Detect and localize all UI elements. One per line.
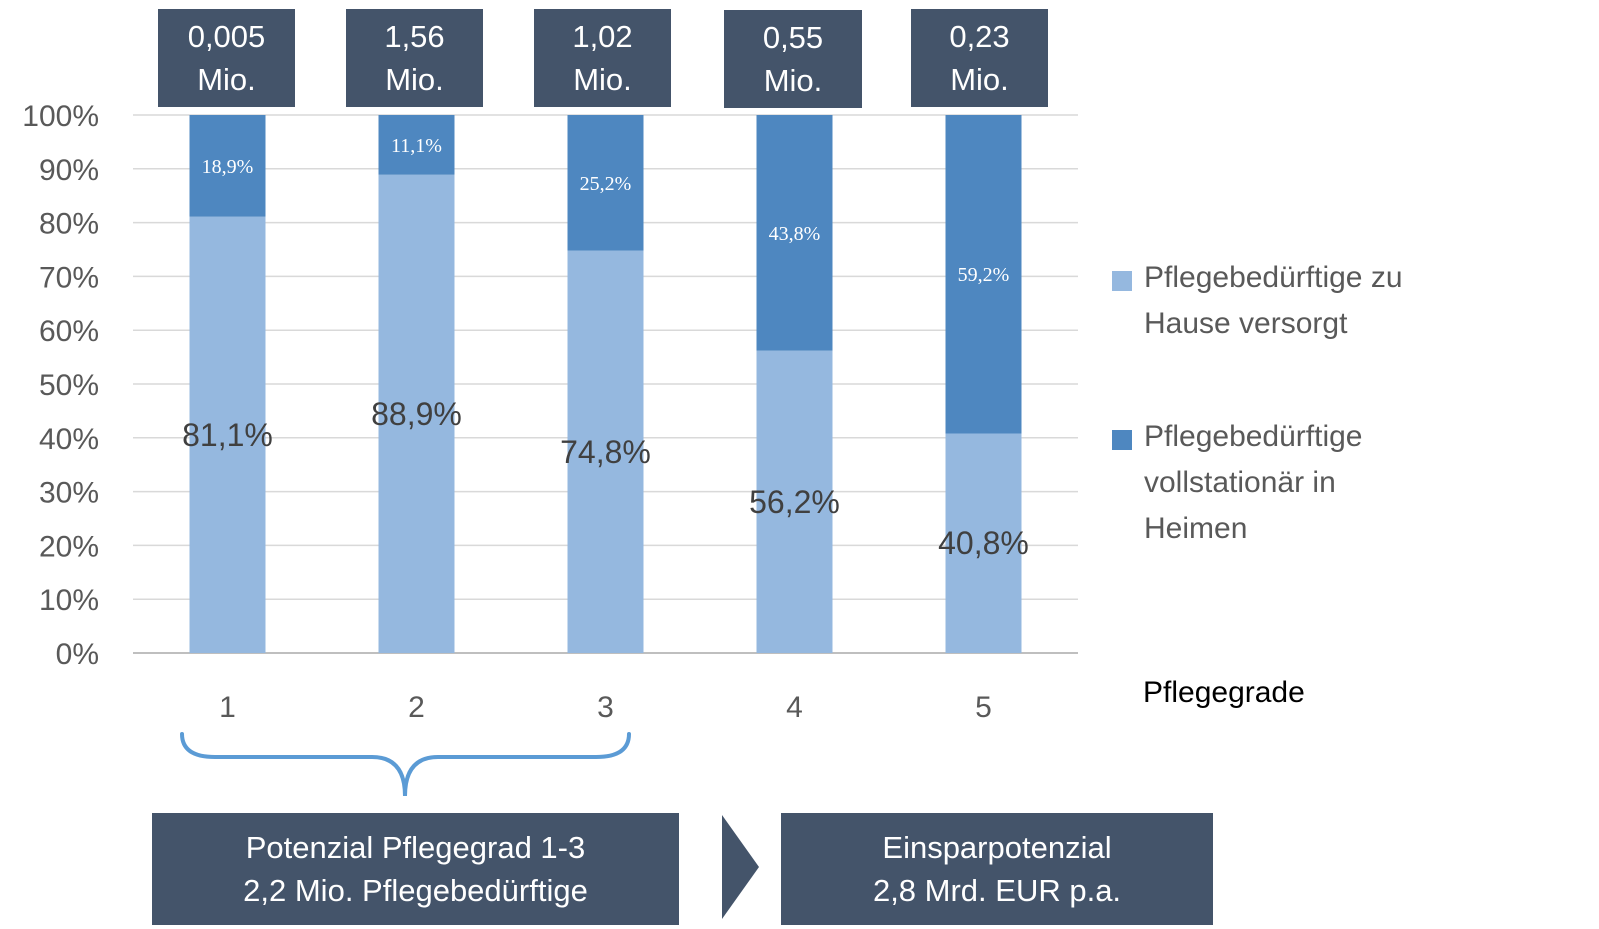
savings-line: 2,8 Mrd. EUR p.a. <box>872 873 1122 908</box>
savings-line: Einsparpotenzial <box>882 830 1112 865</box>
y-tick-label: 60% <box>39 315 99 348</box>
legend-swatch-facility <box>1112 430 1132 450</box>
y-tick-label: 20% <box>39 530 99 563</box>
legend-item-facility: Pflegebedürftige vollstationär in Heimen <box>1112 414 1492 554</box>
total-value: 1,02 <box>572 19 633 54</box>
data-label-facility: 18,9% <box>202 156 254 178</box>
data-label-home: 88,9% <box>371 396 462 432</box>
data-label-home: 56,2% <box>749 484 840 520</box>
legend-swatch-home <box>1112 271 1132 291</box>
y-tick-label: 50% <box>39 369 99 402</box>
y-tick-label: 90% <box>39 154 99 187</box>
total-unit: Mio. <box>385 62 444 97</box>
y-tick-label: 0% <box>56 638 99 671</box>
bar-facility <box>378 115 455 175</box>
bar-home <box>378 174 455 653</box>
legend-label-line: Heimen <box>1144 512 1248 545</box>
y-tick-label: 100% <box>22 100 99 133</box>
x-axis-title: Pflegegrade <box>1143 676 1305 709</box>
total-unit: Mio. <box>573 62 632 97</box>
total-unit: Mio. <box>950 62 1009 97</box>
arrow-shape <box>722 815 759 919</box>
bar-home <box>945 433 1022 653</box>
y-tick-label: 10% <box>39 584 99 617</box>
total-value: 1,56 <box>384 19 445 54</box>
data-label-facility: 25,2% <box>580 173 632 195</box>
data-label-home: 74,8% <box>560 434 651 470</box>
total-unit: Mio. <box>763 63 823 98</box>
y-tick-label: 30% <box>39 477 99 510</box>
legend-label-line: Pflegebedürftige zu <box>1144 261 1403 294</box>
potential-box: Potenzial Pflegegrad 1-3 2,2 Mio. Pflege… <box>152 813 679 925</box>
y-tick-label: 70% <box>39 261 99 294</box>
data-label-home: 81,1% <box>182 417 273 453</box>
x-tick-label: 2 <box>408 691 425 724</box>
total-callout: 1,02 Mio. <box>534 9 671 107</box>
total-unit: Mio. <box>197 62 256 97</box>
bar-home <box>189 216 266 653</box>
data-label-home: 40,8% <box>938 525 1029 561</box>
x-axis-ticks: 1 2 3 4 5 <box>219 691 992 724</box>
legend-label-line: Pflegebedürftige <box>1144 420 1363 453</box>
brace-group-1-3 <box>180 732 631 797</box>
total-callout: 0,005 Mio. <box>158 9 295 107</box>
total-callout: 0,55 Mio. <box>724 10 862 108</box>
savings-box: Einsparpotenzial 2,8 Mrd. EUR p.a. <box>781 813 1213 925</box>
x-tick-label: 5 <box>975 691 992 724</box>
bar-home <box>567 250 644 654</box>
bars <box>189 115 1022 654</box>
legend-item-home: Pflegebedürftige zu Hause versorgt <box>1112 255 1492 355</box>
y-tick-label: 80% <box>39 208 99 241</box>
bar-facility <box>756 115 833 351</box>
data-label-facility: 59,2% <box>958 264 1010 286</box>
total-callout: 0,23 Mio. <box>911 9 1048 107</box>
potential-line: Potenzial Pflegegrad 1-3 <box>245 830 586 865</box>
bar-home <box>756 350 833 653</box>
total-value: 0,55 <box>762 20 824 55</box>
bar-facility <box>945 115 1022 434</box>
legend-label-line: vollstationär in <box>1144 466 1336 499</box>
legend-label-line: Hause versorgt <box>1144 307 1348 340</box>
bar-facility <box>189 115 266 217</box>
data-label-facility: 43,8% <box>769 223 821 245</box>
data-label-facility: 11,1% <box>391 135 442 157</box>
bar-labels: 81,1% 18,9% 88,9% 11,1% 74,8% 25,2% 56,2% 43,8%… <box>182 135 1029 561</box>
total-callout: 1,56 Mio. <box>346 9 483 107</box>
total-value: 0,005 <box>187 19 266 54</box>
y-axis-ticks: 0% 10% 20% 30% 40% 50% 60% 70% 80% 90% 100% <box>22 100 99 671</box>
x-tick-label: 4 <box>786 691 803 724</box>
total-value: 0,23 <box>949 19 1010 54</box>
x-tick-label: 1 <box>219 691 236 724</box>
potential-line: 2,2 Mio. Pflegebedürftige <box>243 873 588 908</box>
bar-facility <box>567 115 644 251</box>
y-tick-label: 40% <box>39 423 99 456</box>
x-tick-label: 3 <box>597 691 614 724</box>
